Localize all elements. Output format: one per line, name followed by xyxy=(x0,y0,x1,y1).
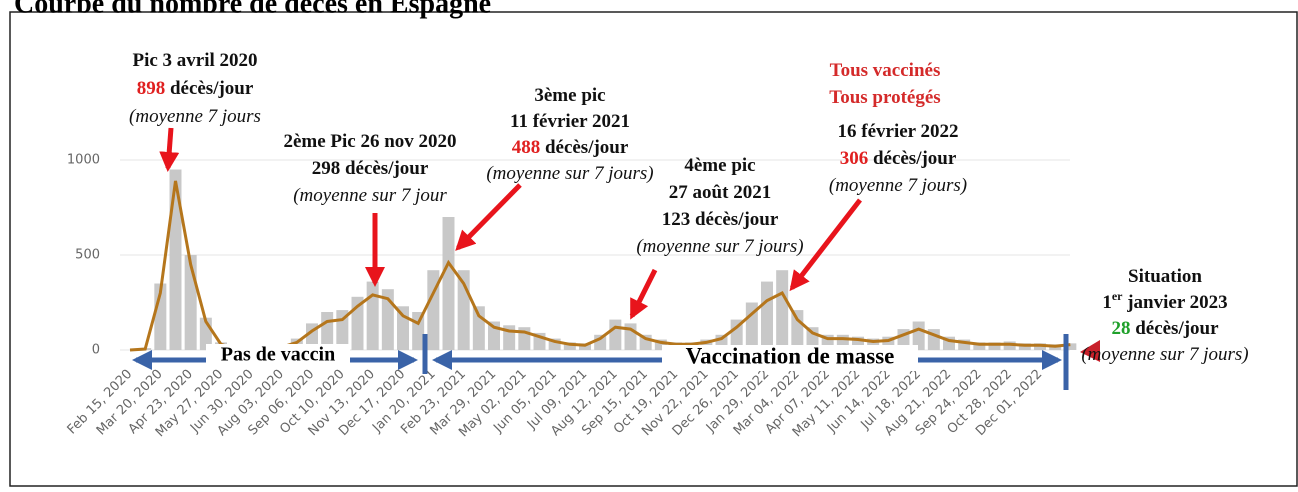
annotation: 3ème pic xyxy=(534,85,605,106)
bar xyxy=(609,319,622,350)
annotation: Pic 3 avril 2020 xyxy=(132,50,257,71)
annotation-part: décès/jour xyxy=(165,78,254,99)
bar xyxy=(912,321,925,350)
annotation-part: 2ème Pic 26 nov 2020 xyxy=(283,131,456,152)
annotation: (moyenne sur 7 jours) xyxy=(636,236,803,257)
period-label: Vaccination de masse xyxy=(686,343,895,368)
bar xyxy=(791,310,804,350)
bar xyxy=(654,339,667,350)
annotation: 123 décès/jour xyxy=(662,209,779,230)
bar xyxy=(745,302,758,350)
annotation: 11 février 2021 xyxy=(510,111,630,132)
bar xyxy=(366,281,379,350)
annotation-part: er xyxy=(1112,289,1123,303)
pointer xyxy=(1080,340,1100,362)
bar xyxy=(700,339,713,350)
bar xyxy=(988,342,1001,350)
annotation: 27 août 2021 xyxy=(669,182,771,203)
annotation: Tous vaccinés xyxy=(830,60,941,81)
bar xyxy=(548,338,561,350)
bar xyxy=(442,217,455,350)
annotation-part: 123 décès/jour xyxy=(662,209,779,230)
annotation: 4ème pic xyxy=(684,155,755,176)
annotation-part: 298 décès/jour xyxy=(312,158,429,179)
annotation: Situation xyxy=(1128,266,1202,287)
annotation-part: (moyenne sur 7 jours) xyxy=(486,163,653,184)
bar xyxy=(169,169,182,350)
annotation-part: (moyenne sur 7 jours) xyxy=(1081,344,1248,365)
annotation-part: 3ème pic xyxy=(534,85,605,106)
bar xyxy=(503,325,516,350)
bar xyxy=(381,289,394,350)
annotation-part: (moyenne sur 7 jours) xyxy=(636,236,803,257)
y-tick-label: 500 xyxy=(75,248,100,263)
annotation-part: 488 xyxy=(512,137,541,158)
annotation: 488 décès/jour xyxy=(512,137,629,158)
period-label: Pas de vaccin xyxy=(221,344,335,366)
annotation-part: 11 février 2021 xyxy=(510,111,630,132)
annotation-part: décès/jour xyxy=(868,148,957,169)
bar xyxy=(1064,343,1077,350)
annotation-part: 16 février 2022 xyxy=(838,121,959,142)
y-tick-label: 1000 xyxy=(67,153,100,168)
annotation: 2ème Pic 26 nov 2020 xyxy=(283,131,456,152)
annotation-part: (moyenne 7 jours xyxy=(129,106,261,127)
annotation: (moyenne sur 7 jours) xyxy=(1081,344,1248,365)
annotation: (moyenne 7 jours) xyxy=(829,175,967,196)
annotation: 306 décès/jour xyxy=(840,148,957,169)
annotation: (moyenne 7 jours xyxy=(129,106,261,127)
annotation-part: janvier 2023 xyxy=(1122,292,1227,313)
chart-title: Courbe du nombre de décès en Espagne xyxy=(14,0,491,19)
bar xyxy=(958,339,971,350)
line xyxy=(129,180,1071,352)
annotation: (moyenne sur 7 jour xyxy=(293,185,447,206)
bar xyxy=(730,319,743,350)
annotation: 298 décès/jour xyxy=(312,158,429,179)
annotation: 28 décès/jour xyxy=(1111,318,1219,339)
annotation-part: 28 xyxy=(1111,318,1130,339)
bar xyxy=(563,342,576,350)
annotation-part: 306 xyxy=(840,148,869,169)
bar xyxy=(867,338,880,350)
annotation-part: décès/jour xyxy=(1130,318,1219,339)
annotation-part: 898 xyxy=(137,78,166,99)
annotation-part: (moyenne sur 7 jour xyxy=(293,185,447,206)
annotation-part: Situation xyxy=(1128,266,1202,287)
bar xyxy=(973,342,986,350)
annotation-part: 27 août 2021 xyxy=(669,182,771,203)
frame xyxy=(9,11,1298,487)
annotation-part: 1 xyxy=(1102,292,1112,313)
annotation: 16 février 2022 xyxy=(838,121,959,142)
bar xyxy=(776,270,789,350)
bar xyxy=(761,281,773,350)
label-bg xyxy=(662,345,918,371)
annotation-part: 4ème pic xyxy=(684,155,755,176)
annotation: 898 décès/jour xyxy=(137,78,254,99)
annotation: (moyenne sur 7 jours) xyxy=(486,163,653,184)
annotation-part: Tous vaccinés xyxy=(830,60,941,81)
arrows xyxy=(159,127,862,320)
annotation-part: (moyenne 7 jours) xyxy=(829,175,967,196)
annotation-part: Tous protégés xyxy=(829,87,940,108)
y-tick-label: 0 xyxy=(92,343,100,358)
annotation: 1er janvier 2023 xyxy=(1102,289,1227,314)
annotation-part: Pic 3 avril 2020 xyxy=(132,50,257,71)
annotation: Tous protégés xyxy=(829,87,940,108)
annotation-part: décès/jour xyxy=(540,137,629,158)
label-bg xyxy=(206,344,350,368)
